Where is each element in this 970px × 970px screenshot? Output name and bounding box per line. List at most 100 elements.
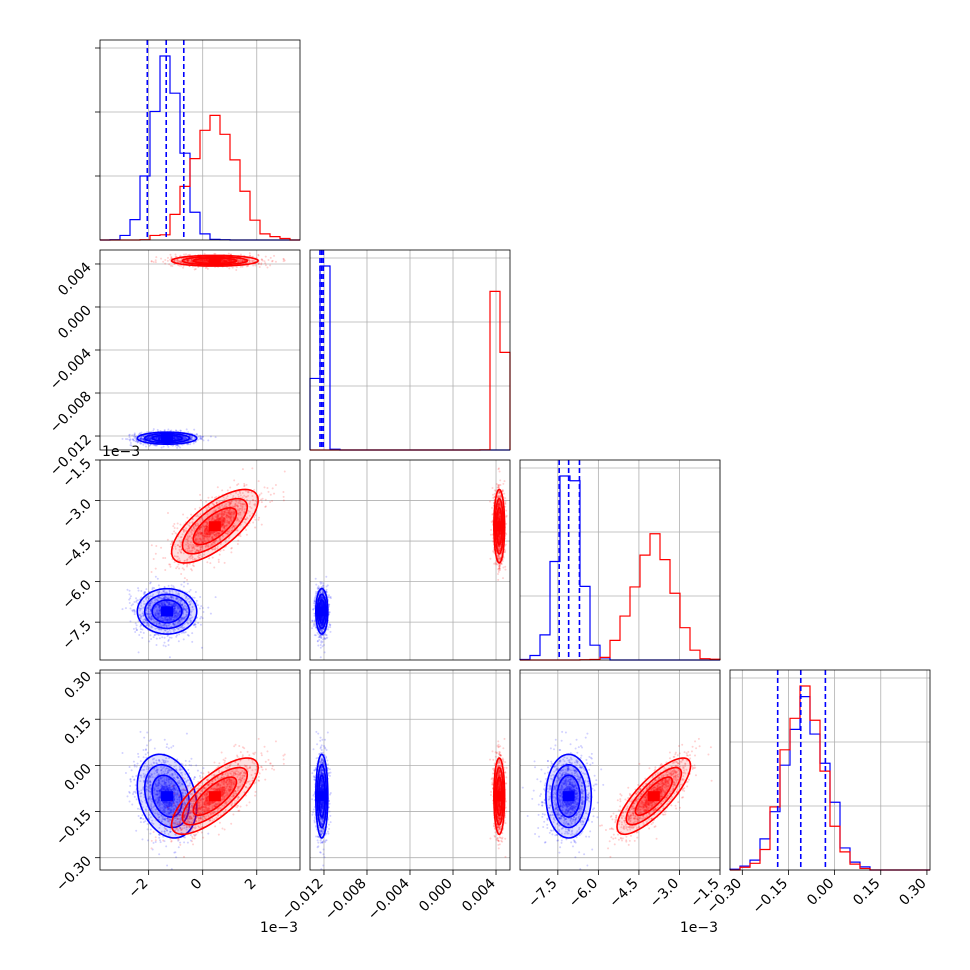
point (172, 630, 175, 633)
point (320, 631, 323, 634)
point (185, 527, 188, 530)
point (175, 616, 178, 619)
point (188, 597, 191, 600)
point (132, 627, 135, 630)
point (225, 260, 228, 263)
point (201, 541, 204, 544)
point (191, 616, 194, 619)
point (236, 529, 239, 532)
point (207, 439, 210, 442)
point (173, 260, 176, 263)
point (248, 259, 251, 262)
point (222, 520, 225, 523)
point (148, 436, 151, 439)
point (226, 530, 229, 533)
point (139, 438, 142, 441)
point (205, 535, 208, 538)
point (152, 428, 155, 431)
point (158, 609, 161, 612)
point (129, 597, 132, 600)
point (168, 656, 171, 659)
point (182, 266, 185, 269)
point (206, 523, 209, 526)
point (246, 516, 249, 519)
point (147, 606, 150, 609)
point (188, 434, 191, 437)
point (231, 511, 234, 514)
point (141, 636, 144, 639)
point (193, 428, 196, 431)
point (200, 555, 203, 558)
point (146, 437, 149, 440)
point (157, 437, 160, 440)
point (135, 624, 138, 627)
point (170, 595, 173, 598)
point (207, 530, 210, 533)
point (225, 260, 228, 263)
point (205, 532, 208, 535)
point (317, 588, 320, 591)
point (228, 520, 231, 523)
point (174, 437, 177, 440)
point (150, 617, 153, 620)
point (157, 612, 160, 615)
point (232, 524, 235, 527)
point (271, 260, 274, 263)
point (217, 506, 220, 509)
point (166, 631, 169, 634)
point (149, 602, 152, 605)
point (208, 518, 211, 521)
point (231, 512, 234, 515)
point (147, 437, 150, 440)
point (226, 259, 229, 262)
point (320, 624, 323, 627)
point (140, 604, 143, 607)
point (227, 514, 230, 517)
point (181, 626, 184, 629)
point (236, 504, 239, 507)
point (216, 532, 219, 535)
point (222, 520, 225, 523)
point (168, 616, 171, 619)
point (186, 260, 189, 263)
point (191, 606, 194, 609)
point (168, 603, 171, 606)
point (241, 468, 244, 471)
point (227, 511, 230, 514)
point (213, 540, 216, 543)
point (236, 483, 239, 486)
point (167, 624, 170, 627)
point (320, 603, 323, 606)
point (190, 610, 193, 613)
point (133, 439, 136, 442)
point (205, 527, 208, 530)
point (189, 438, 192, 441)
panel-border (99, 39, 301, 241)
point (163, 597, 166, 600)
point (197, 534, 200, 537)
point (142, 437, 145, 440)
point (150, 618, 153, 621)
point (251, 260, 254, 263)
point (191, 640, 194, 643)
point (157, 612, 160, 615)
point (223, 510, 226, 513)
point (161, 597, 164, 600)
point (147, 622, 150, 625)
point (176, 551, 179, 554)
point (147, 615, 150, 618)
point (222, 519, 225, 522)
point (147, 612, 150, 615)
point (318, 638, 321, 641)
point (238, 490, 241, 493)
point (170, 255, 173, 258)
point (192, 527, 195, 530)
point (188, 435, 191, 438)
point (154, 632, 157, 635)
point (148, 437, 151, 440)
point (135, 599, 138, 602)
point (145, 588, 148, 591)
point (321, 624, 324, 627)
point (230, 511, 233, 514)
point (180, 626, 183, 629)
